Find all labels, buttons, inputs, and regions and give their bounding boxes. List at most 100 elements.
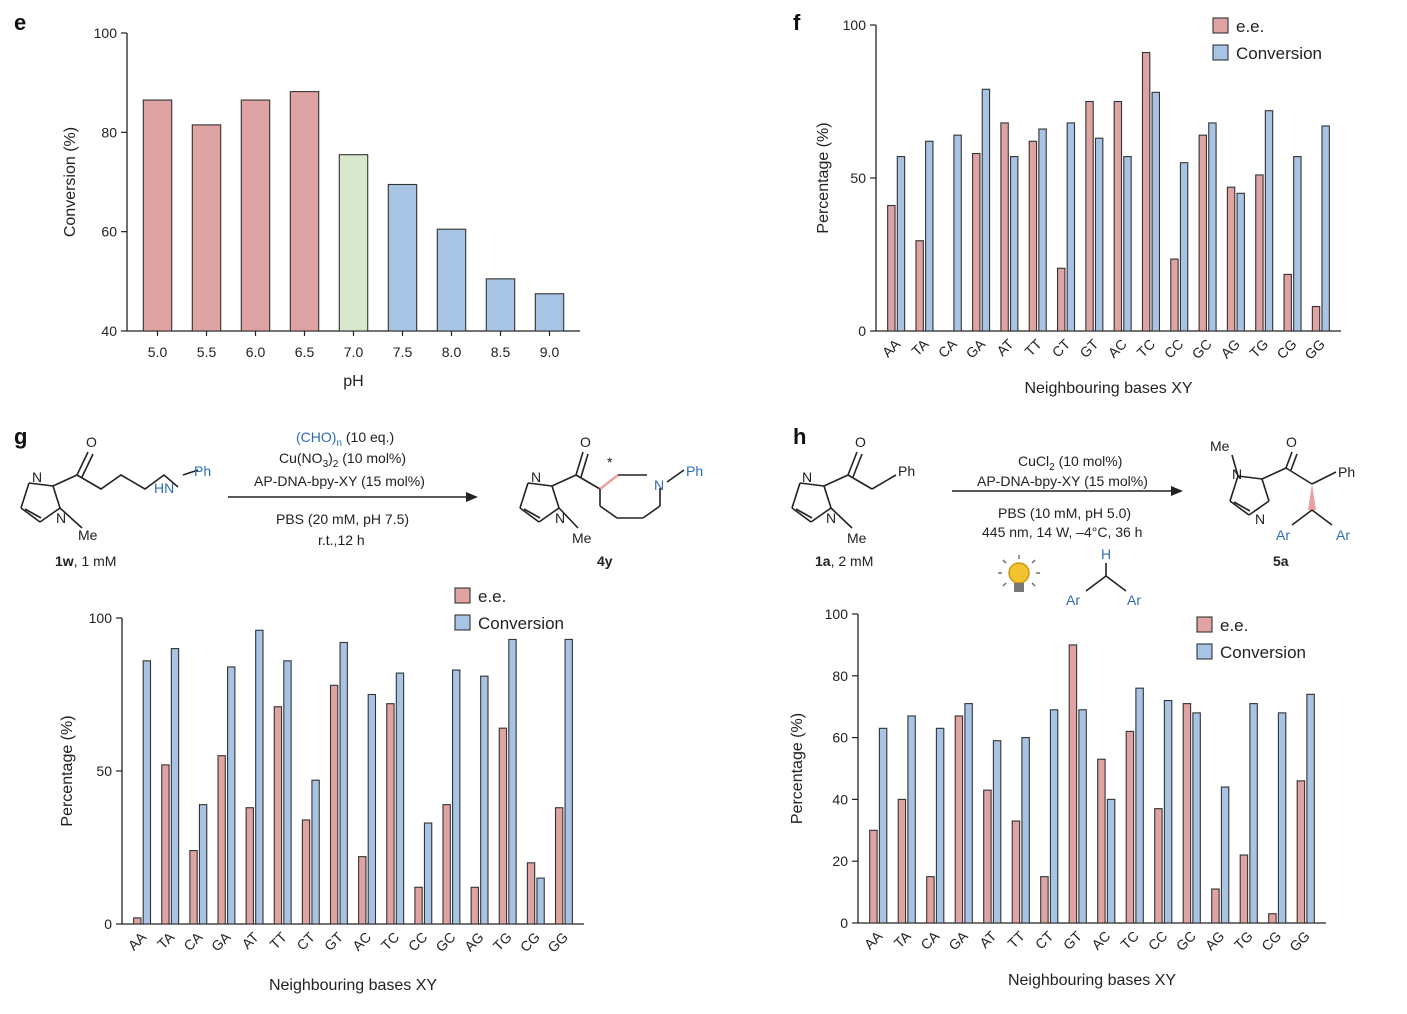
panel-letter-e: e [14,10,26,35]
bar-h-conversion-AG [1220,786,1230,924]
bar-h-ee-TT [1011,820,1021,924]
legend-swatch-f-ee [1212,17,1229,34]
stereocenter-mark-4y: * [607,454,613,470]
atom-o-1a: O [855,434,866,450]
bar-h-ee-AC [1097,758,1106,924]
x-tick-label-g: GG [544,929,571,956]
y-tick-label-g: 50 [96,763,112,779]
x-tick-label-h: CC [1145,928,1171,954]
y-axis-label-e: Conversion (%) [62,127,79,237]
bar-h-conversion-CC [1163,699,1173,924]
bar-g-conversion-TG [508,638,517,925]
arrow-head-h [1171,486,1183,496]
bar-h-ee-GA [954,715,964,924]
x-tick-label-g: CC [405,929,431,955]
arrow-head-g [466,492,478,502]
bar-g-conversion-AT [255,629,264,925]
y-tick-label-e: 100 [94,25,118,41]
x-tick-label-h: TT [1004,927,1028,951]
imidazole-ring-1a [791,482,832,523]
atom-me-1w: Me [78,527,98,543]
bar-g-ee-GC [442,804,451,925]
compound-label-1a: 1a, 2 mM [815,553,873,569]
x-tick-label-e: 9.0 [540,344,560,360]
atom-n-methyl-4y: N [555,510,565,526]
legend-swatch-h-conversion [1196,643,1213,660]
x-tick-label-f: TG [1246,336,1271,361]
chart-f-neighbouring-bases: 0 50 100 Percentage (%) Neighbouring bases X… [815,17,1341,397]
x-tick-label-f: CT [1049,335,1074,360]
bar-h-conversion-AC [1106,798,1116,924]
bar-g-ee-GA [217,755,226,925]
bar-h-conversion-GC [1192,712,1201,924]
bar-f-conversion-TT [1038,128,1047,332]
chart-g-neighbouring-bases: 0 50 100 Percentage (%) Neighbouring bases X… [59,587,584,994]
bar-f-ee-AC [1113,100,1123,332]
bar-g-ee-TT [273,706,283,925]
bar-h-conversion-AA [878,727,888,924]
bar-f-conversion-GC [1208,122,1217,332]
atom-n-piperidine-4y: N [654,477,664,493]
bar-g-ee-GT [329,684,339,925]
bar-f-conversion-TA [925,140,934,332]
x-tick-label-h: CG [1258,928,1284,954]
chart-h-neighbouring-bases: 0 20 40 60 80 100 Percentage (%) Neighbouring b… [789,606,1326,989]
bar-g-ee-AG [470,886,479,925]
bar-g-ee-CT [301,819,311,925]
bar-h-ee-GT [1068,644,1078,924]
x-tick-label-h: AA [861,927,886,952]
x-tick-label-g: AG [461,929,487,955]
bar-h-conversion-CT [1049,709,1059,924]
atom-n-methyl-1w: N [56,510,66,526]
x-tick-label-f: AT [993,335,1017,359]
bar-f-ee-CG [1283,273,1292,332]
bar-f-ee-GA [972,152,981,332]
bar-h-ee-GC [1182,703,1192,924]
bar-h-ee-GG [1296,780,1306,924]
x-tick-label-e: 8.0 [442,344,462,360]
x-tick-label-h: GG [1286,928,1313,955]
legend-swatch-g-conversion [454,614,471,631]
bar-g-conversion-AC [367,693,377,925]
y-tick-label-h: 40 [832,791,848,807]
bar-e-8.5 [485,278,516,332]
bar-e-8.0 [436,228,467,332]
condition-time-g: r.t.,12 h [318,532,365,548]
bar-h-conversion-GG [1306,693,1315,924]
x-tick-label-f: CC [1161,336,1187,362]
y-tick-label-e: 60 [101,224,117,240]
bar-h-conversion-TC [1135,687,1144,924]
imidazole-ring-5a [1229,475,1270,516]
bar-g-ee-AC [358,856,367,925]
y-tick-label-g: 0 [104,916,112,932]
atom-ar-5a-right: Ar [1336,527,1350,543]
bar-g-ee-TG [498,727,508,925]
bar-g-ee-CC [414,886,423,925]
bar-f-ee-GT [1085,100,1094,332]
bar-g-conversion-CC [423,822,433,925]
reagent-catalyst-h: AP-DNA-bpy-XY (15 mol%) [977,473,1148,489]
bar-h-conversion-CA [935,727,945,924]
x-tick-label-f: AC [1105,336,1130,361]
x-tick-label-h: AT [976,927,1000,951]
bar-h-ee-TC [1125,730,1135,924]
x-tick-label-f: AA [879,335,904,360]
bar-f-conversion-CC [1179,162,1189,332]
compound-label-5a: 5a [1273,553,1289,569]
bar-g-conversion-TT [283,660,292,925]
bar-h-ee-CC [1154,808,1163,924]
legend-label-h-ee: e.e. [1220,616,1248,635]
reagent-catalyst-g: AP-DNA-bpy-XY (15 mol%) [254,473,425,489]
x-axis-label-e: pH [343,373,363,390]
x-tick-label-g: TT [266,928,290,952]
atom-n-ring-4y: N [531,469,541,485]
bar-h-ee-CG [1268,913,1277,924]
bond-ring-carbonyl-1w [52,474,78,487]
carbonyl-bond-1w [76,451,89,476]
bar-f-ee-TC [1141,51,1151,332]
bar-f-conversion-TG [1264,110,1274,332]
y-tick-label-h: 100 [825,606,849,622]
condition-light-h: 445 nm, 14 W, –4°C, 36 h [982,524,1142,540]
bar-g-conversion-TA [170,648,180,925]
bar-e-7.0 [338,154,369,332]
